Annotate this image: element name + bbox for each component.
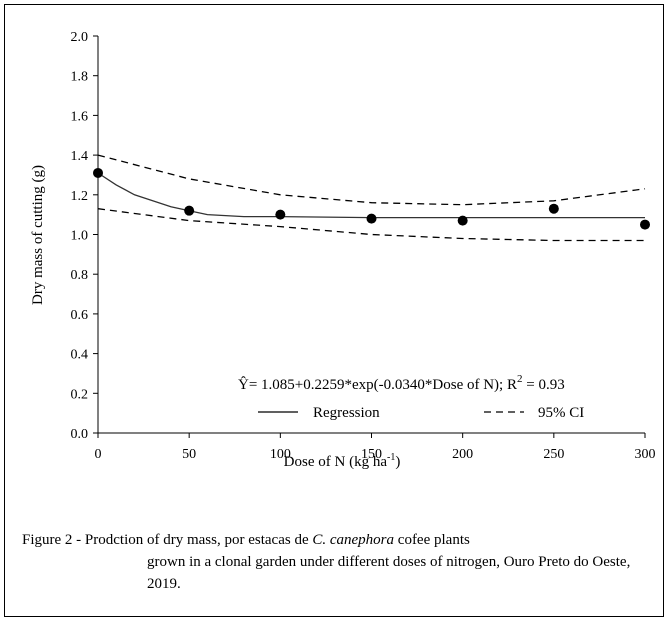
x-tick-label: 150: [361, 447, 382, 462]
equation-superscript: 2: [517, 373, 523, 385]
chart-axes: 0.0 0.2 0.4 0.6 0.8 1.0 1.2 1.4 1.6 1.8 2.0 0 50 100 1…: [71, 30, 656, 462]
figure-caption: Figure 2 - Prodction of dry mass, por es…: [22, 529, 662, 595]
data-point: [457, 215, 468, 226]
y-tick-label: 1.6: [71, 109, 89, 124]
y-axis-label: Dry mass of cutting (g): [30, 165, 46, 305]
regression-line: [97, 172, 645, 219]
x-tick-label: 100: [270, 447, 291, 462]
x-tick-label: 300: [635, 447, 656, 462]
data-point: [640, 219, 650, 230]
y-tick-label: 1.0: [71, 229, 89, 244]
y-tick-label: 0.6: [71, 308, 89, 323]
y-tick-label: 0.4: [71, 348, 89, 363]
y-tick-label: 1.2: [71, 189, 89, 204]
figure-frame: [4, 4, 664, 617]
data-point: [93, 167, 103, 178]
legend: Regression 95% CI: [258, 405, 584, 421]
chart: 0.0 0.2 0.4 0.6 0.8 1.0 1.2 1.4 1.6 1.8 2.0 0 50 100 1…: [30, 30, 656, 470]
y-tick-label: 0.0: [71, 427, 89, 442]
y-tick-label: 1.8: [71, 70, 89, 85]
data-point: [275, 209, 286, 220]
data-point: [184, 205, 195, 216]
x-tick-label: 0: [95, 447, 102, 462]
regression-equation: Ŷ= 1.085+0.2259*exp(-0.0340*Dose of N); …: [238, 373, 565, 393]
ci-lower-line: [97, 208, 645, 242]
caption-species: C. canephora: [312, 532, 395, 548]
caption-line1-end: cofee plants: [394, 532, 470, 548]
caption-line2: grown in a clonal garden under different…: [147, 554, 631, 592]
chart-series: [93, 154, 650, 242]
x-axis-label: Dose of N (kg ha-1): [284, 452, 401, 470]
y-tick-label: 1.4: [71, 149, 89, 164]
y-tick-label: 2.0: [71, 30, 89, 45]
data-point: [366, 213, 377, 224]
y-tick-label: 0.8: [71, 268, 89, 283]
x-tick-label: 250: [543, 447, 564, 462]
data-point: [548, 203, 559, 214]
caption-prefix: Figure 2 - Prodction of dry mass, por es…: [22, 532, 313, 548]
y-tick-label: 0.2: [71, 387, 89, 402]
x-tick-label: 50: [182, 447, 196, 462]
x-tick-label: 200: [452, 447, 473, 462]
ci-upper-line: [97, 154, 646, 206]
legend-ci-label: 95% CI: [538, 405, 584, 421]
legend-regression-label: Regression: [313, 405, 380, 421]
